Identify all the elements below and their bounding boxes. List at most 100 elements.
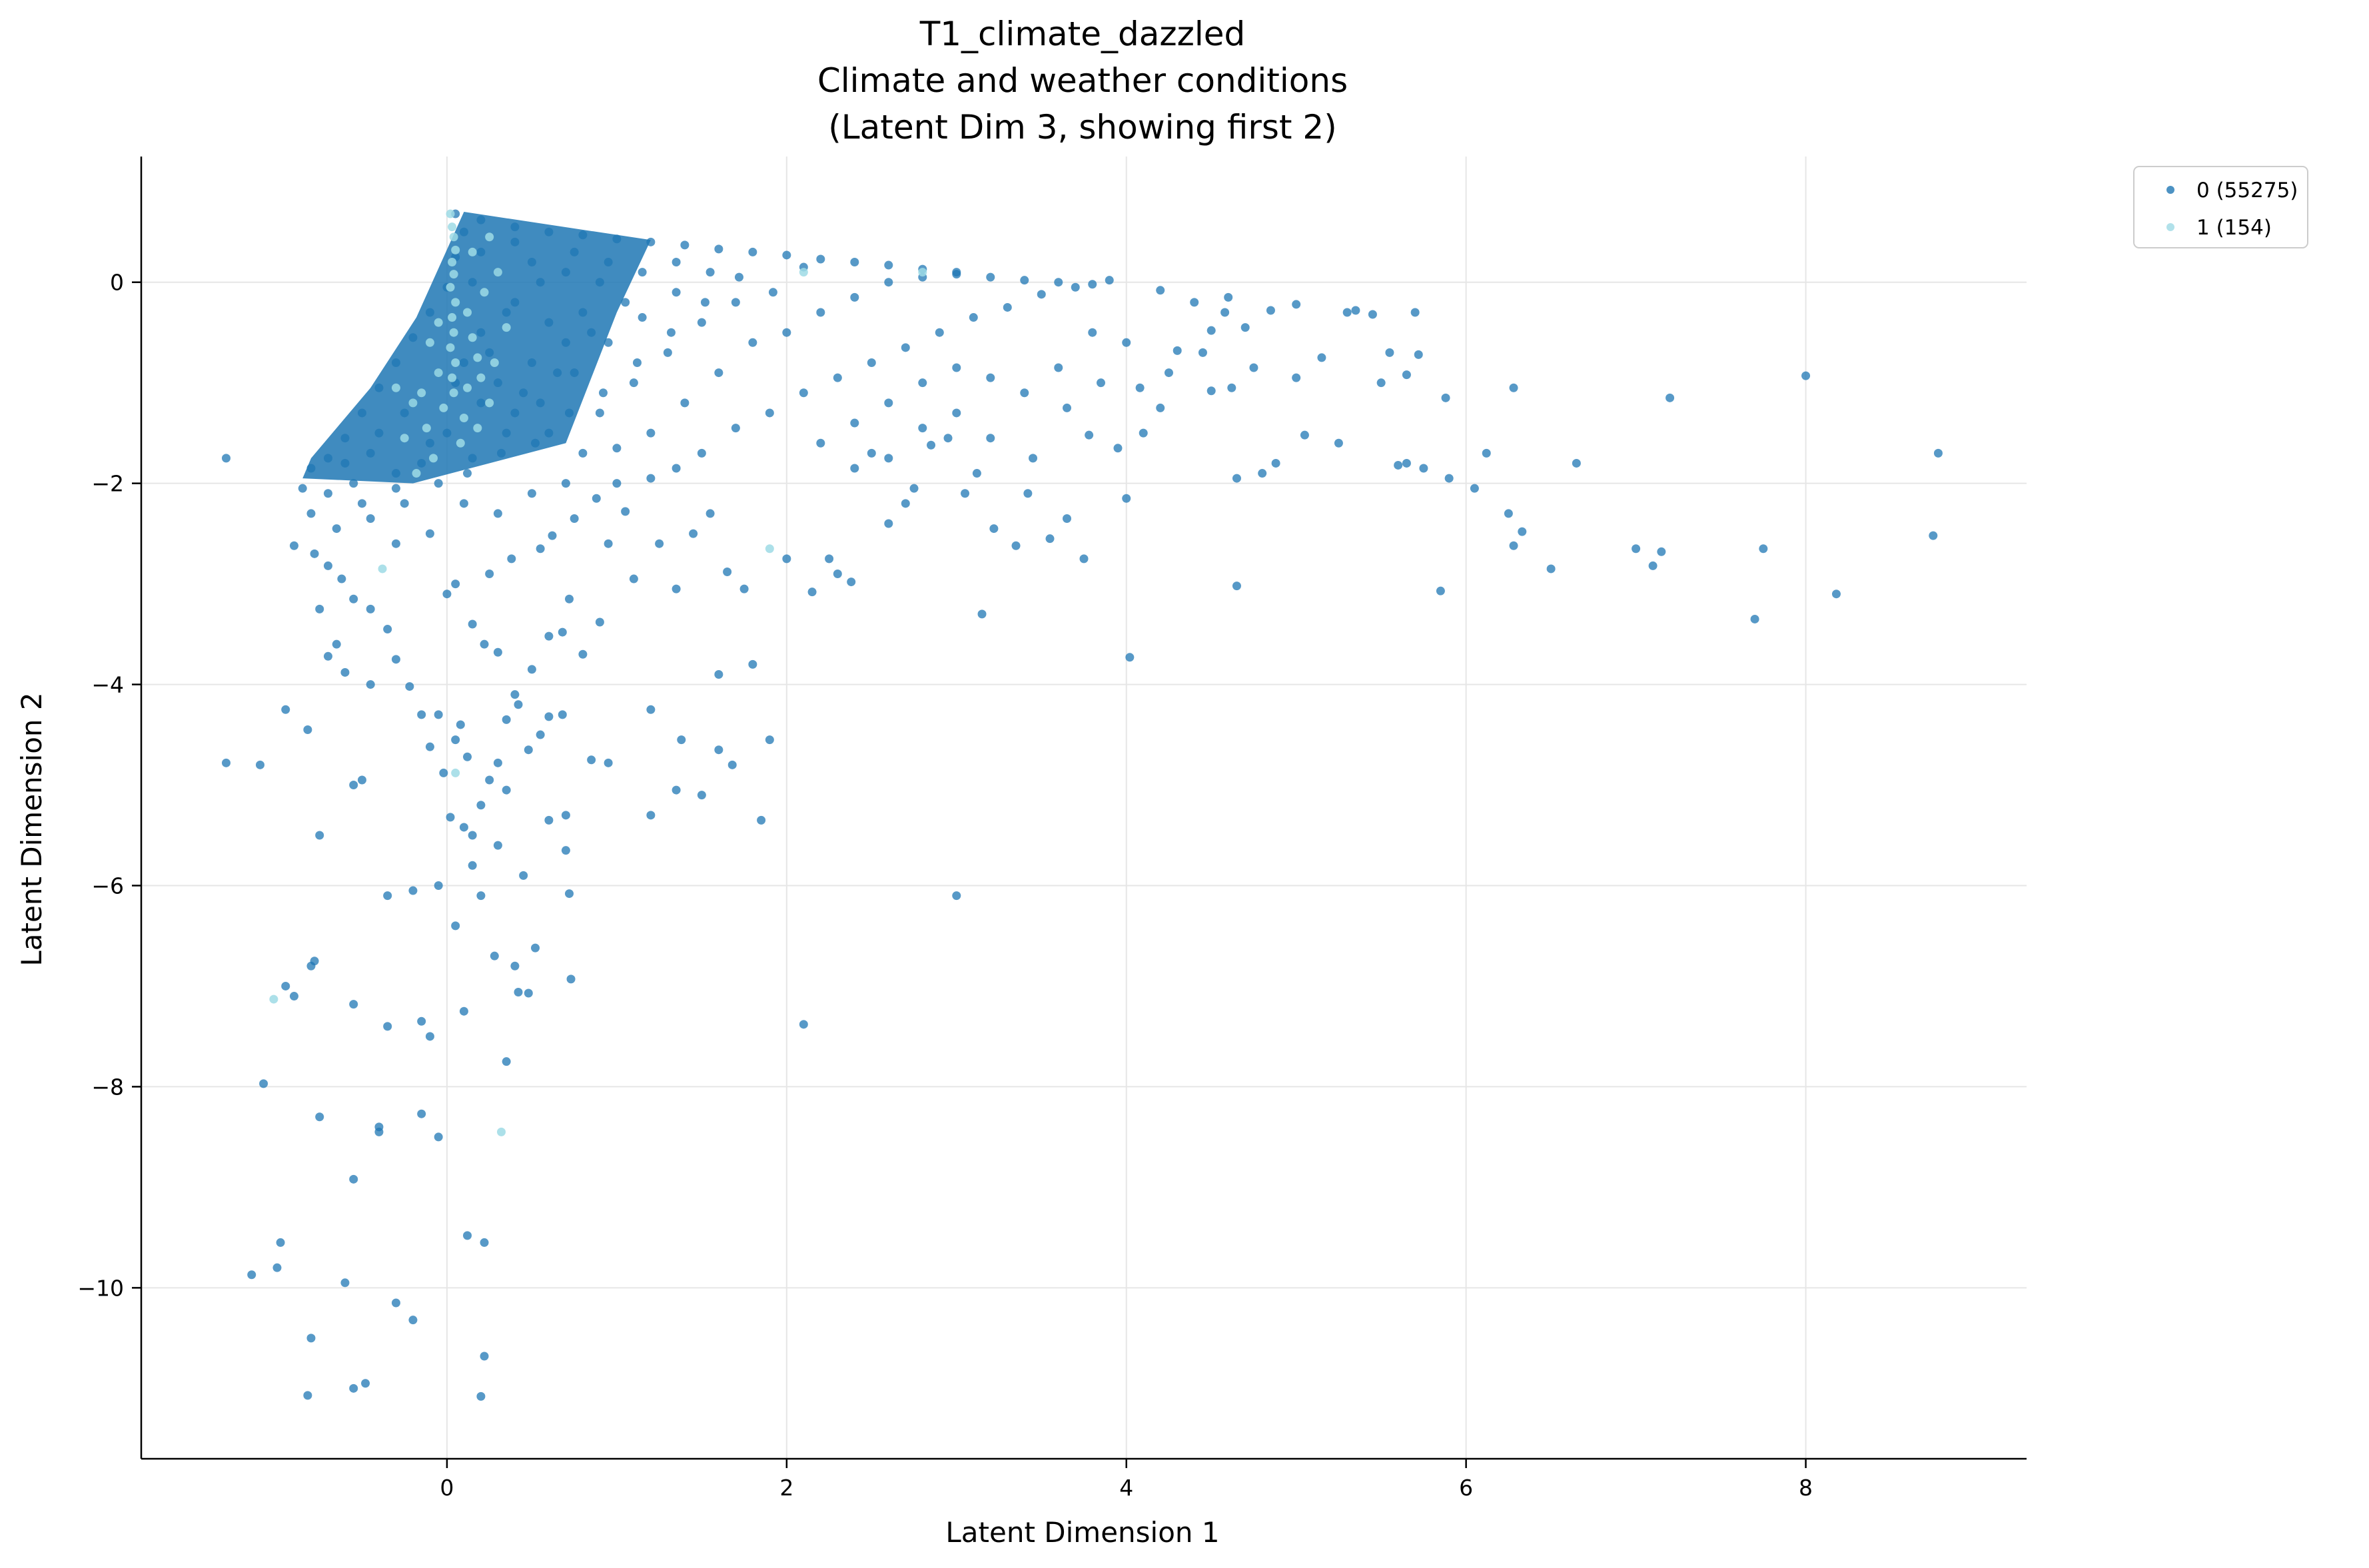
data-point: [400, 434, 409, 443]
data-point: [706, 268, 715, 277]
data-point: [697, 791, 706, 800]
data-point: [1122, 338, 1131, 347]
data-point: [952, 891, 961, 901]
data-point: [884, 398, 893, 408]
y-axis-label: Latent Dimension 2: [15, 692, 48, 966]
axes-spines: [140, 157, 2027, 1460]
data-point: [408, 1316, 418, 1325]
data-point: [502, 785, 511, 795]
data-point: [1518, 527, 1527, 536]
data-point: [510, 961, 520, 971]
data-point: [340, 458, 350, 468]
data-point: [564, 594, 574, 603]
data-point: [1368, 310, 1377, 319]
data-point: [468, 831, 477, 840]
data-point: [816, 438, 825, 448]
data-point: [1470, 484, 1479, 493]
data-point: [587, 755, 596, 765]
x-tick-label: 6: [1459, 1475, 1473, 1501]
data-point: [493, 378, 502, 388]
data-point: [306, 464, 316, 473]
data-point: [476, 801, 486, 810]
data-point: [1232, 582, 1241, 591]
data-point: [442, 428, 452, 438]
data-point: [502, 1057, 511, 1066]
data-point: [558, 710, 567, 719]
data-point: [952, 363, 961, 372]
data-point: [700, 298, 710, 307]
data-point: [524, 745, 533, 755]
data-point: [1665, 393, 1675, 402]
chart-title-line-1: T1_climate_dazzled: [919, 15, 1246, 53]
data-point: [757, 815, 766, 825]
data-point: [714, 745, 723, 755]
data-point: [456, 720, 465, 729]
data-point: [289, 992, 298, 1001]
data-point: [434, 318, 443, 327]
data-point: [480, 1352, 489, 1361]
data-point: [449, 270, 458, 279]
data-point: [768, 288, 777, 297]
data-point: [884, 278, 893, 287]
scatter-points: [221, 209, 1943, 1401]
legend-marker-series-0: [2166, 186, 2174, 194]
data-point: [459, 414, 468, 423]
data-point: [485, 775, 494, 785]
data-point: [439, 768, 448, 777]
data-point: [332, 639, 341, 649]
data-point: [448, 373, 457, 382]
data-point: [408, 398, 418, 408]
data-point: [510, 690, 520, 699]
data-point: [366, 604, 375, 613]
data-point: [1334, 438, 1343, 448]
data-point: [468, 278, 477, 287]
data-point: [570, 247, 579, 256]
data-point: [463, 469, 472, 478]
data-point: [646, 428, 656, 438]
data-point: [1224, 292, 1233, 302]
data-point: [514, 700, 523, 709]
data-point: [748, 338, 757, 347]
data-point: [349, 1383, 358, 1393]
data-point: [485, 232, 494, 242]
data-point: [782, 250, 791, 260]
data-point: [425, 529, 434, 538]
data-point: [1750, 614, 1759, 623]
data-point: [544, 631, 554, 641]
data-point: [697, 318, 706, 327]
data-point: [748, 659, 757, 669]
data-point: [1831, 589, 1841, 599]
data-point: [530, 438, 540, 448]
data-point: [451, 245, 460, 254]
data-point: [544, 428, 554, 438]
data-point: [485, 348, 494, 357]
data-point: [1020, 276, 1029, 285]
data-point: [977, 609, 987, 619]
data-point: [502, 428, 511, 438]
data-point: [765, 544, 774, 554]
data-point: [366, 514, 375, 523]
data-point: [446, 813, 455, 822]
data-point: [473, 353, 482, 362]
data-point: [927, 440, 936, 450]
data-point: [463, 308, 472, 317]
data-point: [425, 438, 434, 448]
data-point: [734, 272, 743, 282]
data-point: [1088, 328, 1097, 337]
data-point: [799, 1020, 808, 1029]
data-point: [429, 454, 438, 463]
y-axis-ticks: 0 −2 −4 −6 −8 −10: [77, 270, 141, 1301]
data-point: [536, 398, 545, 408]
data-point: [1648, 561, 1658, 570]
data-point: [289, 541, 298, 550]
x-tick-label: 4: [1119, 1475, 1133, 1501]
data-point: [391, 1298, 400, 1308]
data-point: [566, 975, 576, 984]
data-point: [259, 1079, 268, 1088]
data-point: [638, 313, 647, 322]
data-point: [446, 209, 455, 218]
series-0: [221, 209, 1943, 1401]
data-point: [884, 519, 893, 528]
data-point: [221, 758, 231, 767]
data-point: [1266, 306, 1275, 315]
